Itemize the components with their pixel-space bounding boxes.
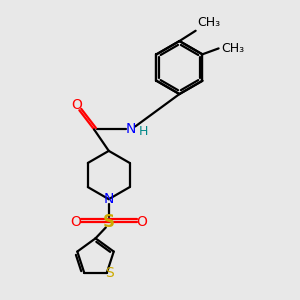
Text: CH₃: CH₃ bbox=[221, 42, 244, 55]
Text: N: N bbox=[126, 122, 136, 136]
Text: O: O bbox=[136, 215, 148, 229]
Text: O: O bbox=[71, 98, 82, 112]
Text: CH₃: CH₃ bbox=[197, 16, 220, 29]
Text: O: O bbox=[70, 215, 81, 229]
Text: N: N bbox=[103, 192, 114, 206]
Text: S: S bbox=[105, 266, 113, 280]
Text: H: H bbox=[139, 125, 148, 138]
Text: S: S bbox=[103, 213, 115, 231]
